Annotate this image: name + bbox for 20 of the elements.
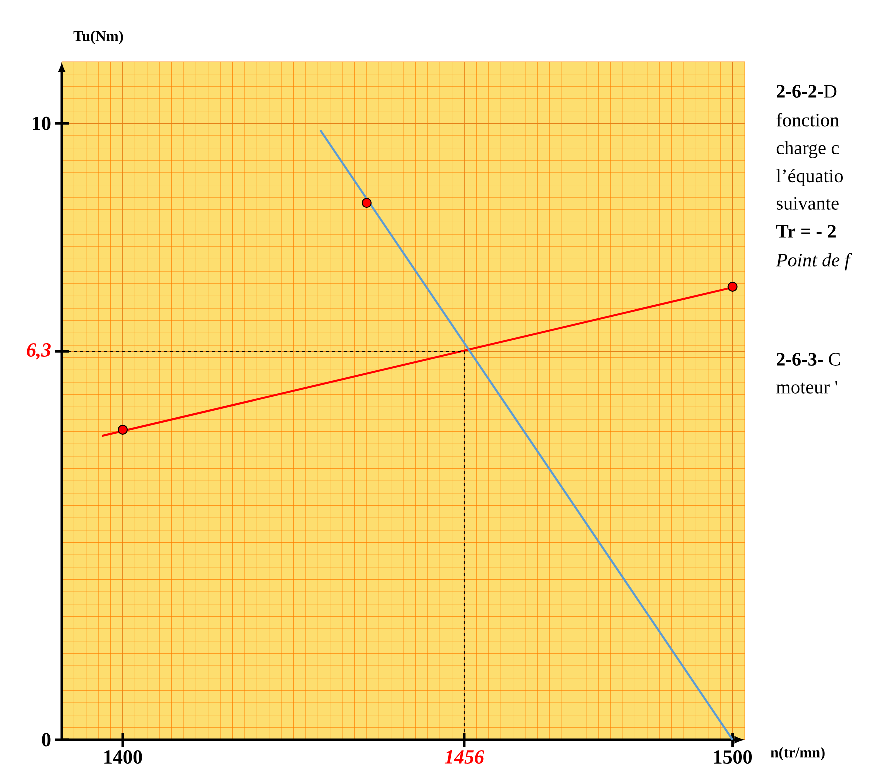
point (118, 424, 128, 435)
x-tick-label: 1500 (714, 750, 752, 764)
y-tick-label: 6,3 (27, 344, 51, 360)
text: fonction (776, 113, 840, 127)
x-axis-title: n(tr/mn) (770, 747, 825, 761)
x-tick-label: 1456 (444, 750, 484, 764)
y-axis-title: Tu(Nm) (74, 30, 124, 44)
text: charge c (776, 141, 840, 158)
text: moteur ' (776, 381, 838, 394)
point (362, 198, 372, 208)
text: Point de f (776, 253, 852, 271)
x-tick-label: 1400 (104, 750, 142, 764)
text: suivante (776, 197, 839, 210)
text: l’équatio (776, 169, 844, 186)
text: 2-6-2-D (777, 85, 837, 98)
text: Tr = - 2 (776, 225, 836, 238)
y-tick-label: 10 (33, 116, 51, 130)
point (728, 282, 738, 292)
text: 2-6-3- C (777, 353, 840, 366)
y-tick-label: 0 (42, 733, 51, 747)
